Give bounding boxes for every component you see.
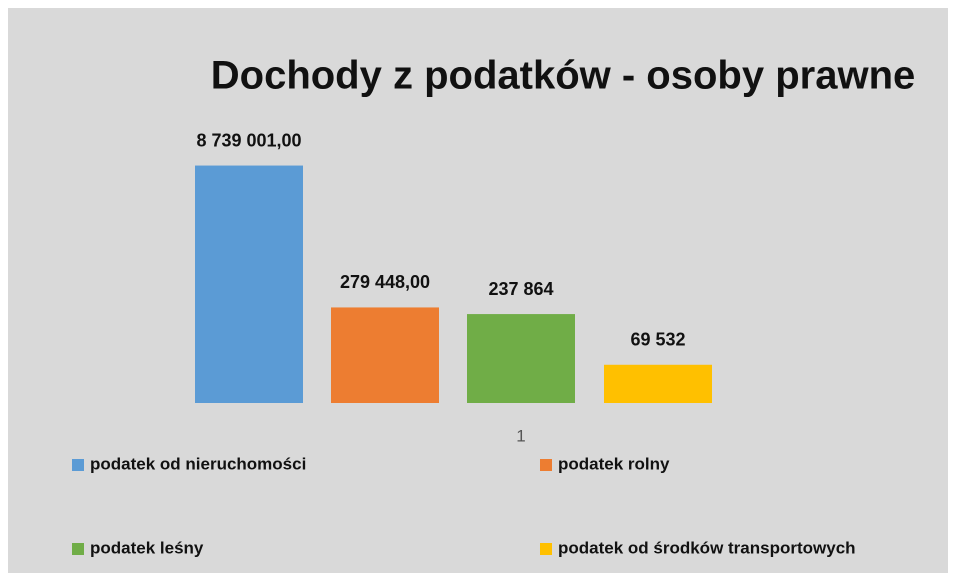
x-tick-label: 1 xyxy=(516,426,525,445)
legend-label: podatek leśny xyxy=(90,538,204,557)
legend-label: podatek rolny xyxy=(558,454,670,473)
bar xyxy=(331,307,439,403)
chart-background xyxy=(8,8,948,573)
legend-swatch xyxy=(72,543,84,555)
chart-title: Dochody z podatków - osoby prawne xyxy=(211,54,916,98)
data-label: 69 532 xyxy=(630,330,685,350)
legend-swatch xyxy=(540,459,552,471)
bar xyxy=(195,165,303,403)
data-label: 237 864 xyxy=(488,279,553,299)
bar xyxy=(604,364,712,403)
legend-swatch xyxy=(72,459,84,471)
data-label: 8 739 001,00 xyxy=(196,130,301,150)
bar xyxy=(467,314,575,403)
legend-label: podatek od nieruchomości xyxy=(90,454,306,473)
legend-label: podatek od środków transportowych xyxy=(558,538,856,557)
legend-swatch xyxy=(540,543,552,555)
data-label: 279 448,00 xyxy=(340,272,430,292)
